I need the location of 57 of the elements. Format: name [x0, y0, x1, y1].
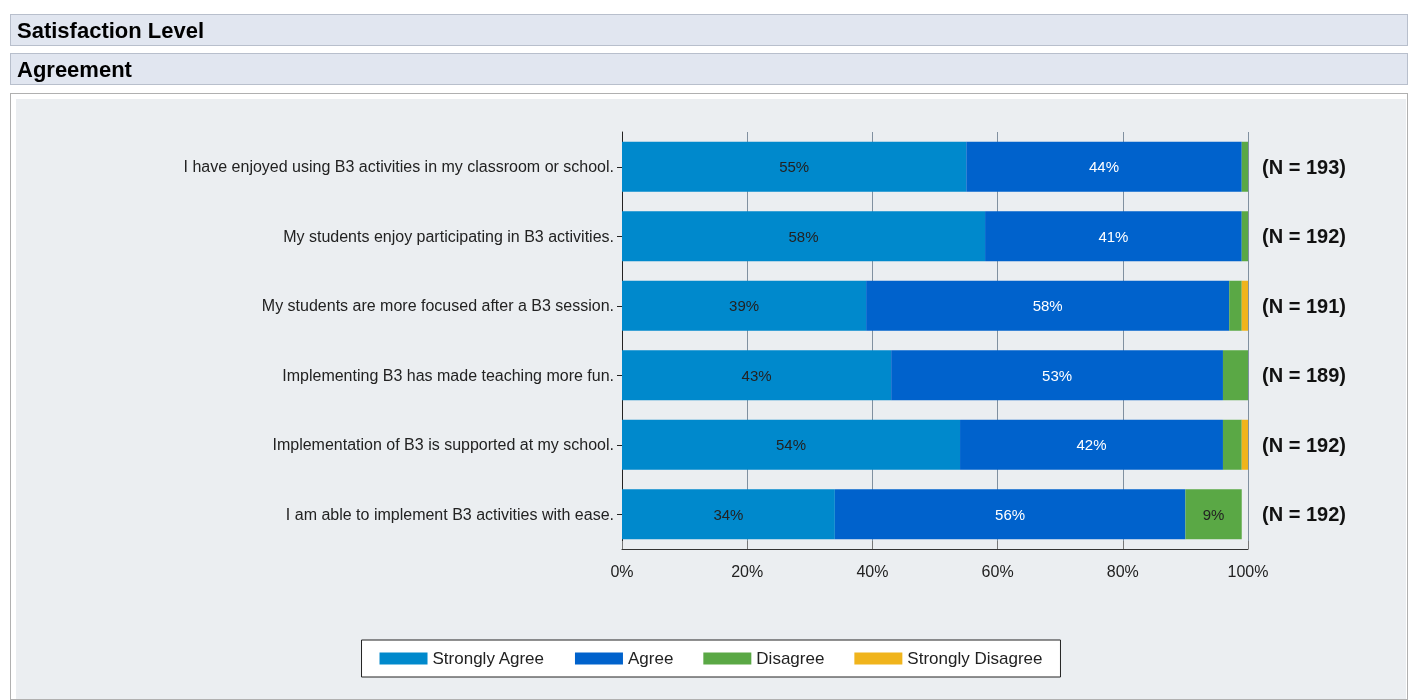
y-tick-label: Implementation of B3 is supported at my school.: [272, 436, 614, 454]
x-tick-label: 0%: [610, 562, 634, 580]
bar: [1241, 419, 1248, 470]
data-label: 44%: [1089, 158, 1120, 176]
legend-label: Strongly Disagree: [907, 649, 1043, 668]
data-label: 41%: [1098, 227, 1129, 245]
bar: [866, 280, 1230, 331]
data-label: 9%: [1202, 505, 1225, 523]
bar: [1229, 280, 1242, 331]
text: (N = 193): [1262, 155, 1346, 178]
data-label: 53%: [1042, 366, 1073, 384]
data-label: 54%: [776, 436, 807, 454]
bar: [834, 489, 1186, 540]
bar: [966, 141, 1242, 192]
data-label: 55%: [779, 158, 810, 176]
bar: [1185, 489, 1242, 540]
data-label: 42%: [1076, 436, 1107, 454]
data-label: 43%: [741, 366, 772, 384]
y-tick-label: Implementing B3 has made teaching more fun.: [282, 366, 614, 384]
bar: [622, 350, 892, 401]
bar: [1241, 211, 1248, 262]
legend-label: Agree: [627, 649, 674, 668]
x-tick-label: 100%: [1227, 562, 1269, 580]
bar: [1241, 141, 1248, 192]
text: (N = 191): [1262, 294, 1346, 317]
bar: [960, 419, 1223, 470]
bar: [891, 350, 1223, 401]
text: (N = 192): [1262, 433, 1346, 456]
y-tick-label: My students are more focused after a B3 session.: [261, 297, 614, 315]
data-label: 58%: [788, 227, 819, 245]
bar: [622, 211, 986, 262]
text: Satisfaction Level: [10, 14, 1408, 46]
x-tick-label: 80%: [1106, 562, 1139, 580]
text: (N = 189): [1262, 364, 1346, 387]
text: (N = 192): [1262, 225, 1346, 248]
y-tick-label: My students enjoy participating in B3 activities.: [283, 227, 614, 245]
data-label: 56%: [995, 505, 1026, 523]
data-label: 58%: [1032, 297, 1063, 315]
legend-label: Disagree: [756, 649, 825, 668]
bar: [1222, 350, 1248, 401]
text: Agreement: [10, 53, 1408, 85]
data-label: 34%: [713, 505, 744, 523]
bar: [985, 211, 1242, 262]
bar: [1241, 280, 1248, 331]
bar: [1222, 419, 1242, 470]
x-tick-label: 20%: [731, 562, 764, 580]
data-label: 39%: [729, 297, 760, 315]
bar: [622, 489, 835, 540]
bar: [622, 141, 967, 192]
legend-label: Strongly Agree: [432, 649, 545, 668]
x-tick-label: 40%: [856, 562, 889, 580]
text: (N = 192): [1262, 503, 1346, 526]
y-tick-label: I am able to implement B3 activities with ease.: [285, 505, 614, 523]
y-tick-label: I have enjoyed using B3 activities in my classroom or school.: [183, 158, 614, 176]
x-tick-label: 60%: [981, 562, 1014, 580]
bar: [622, 419, 961, 470]
bar: [622, 280, 867, 331]
